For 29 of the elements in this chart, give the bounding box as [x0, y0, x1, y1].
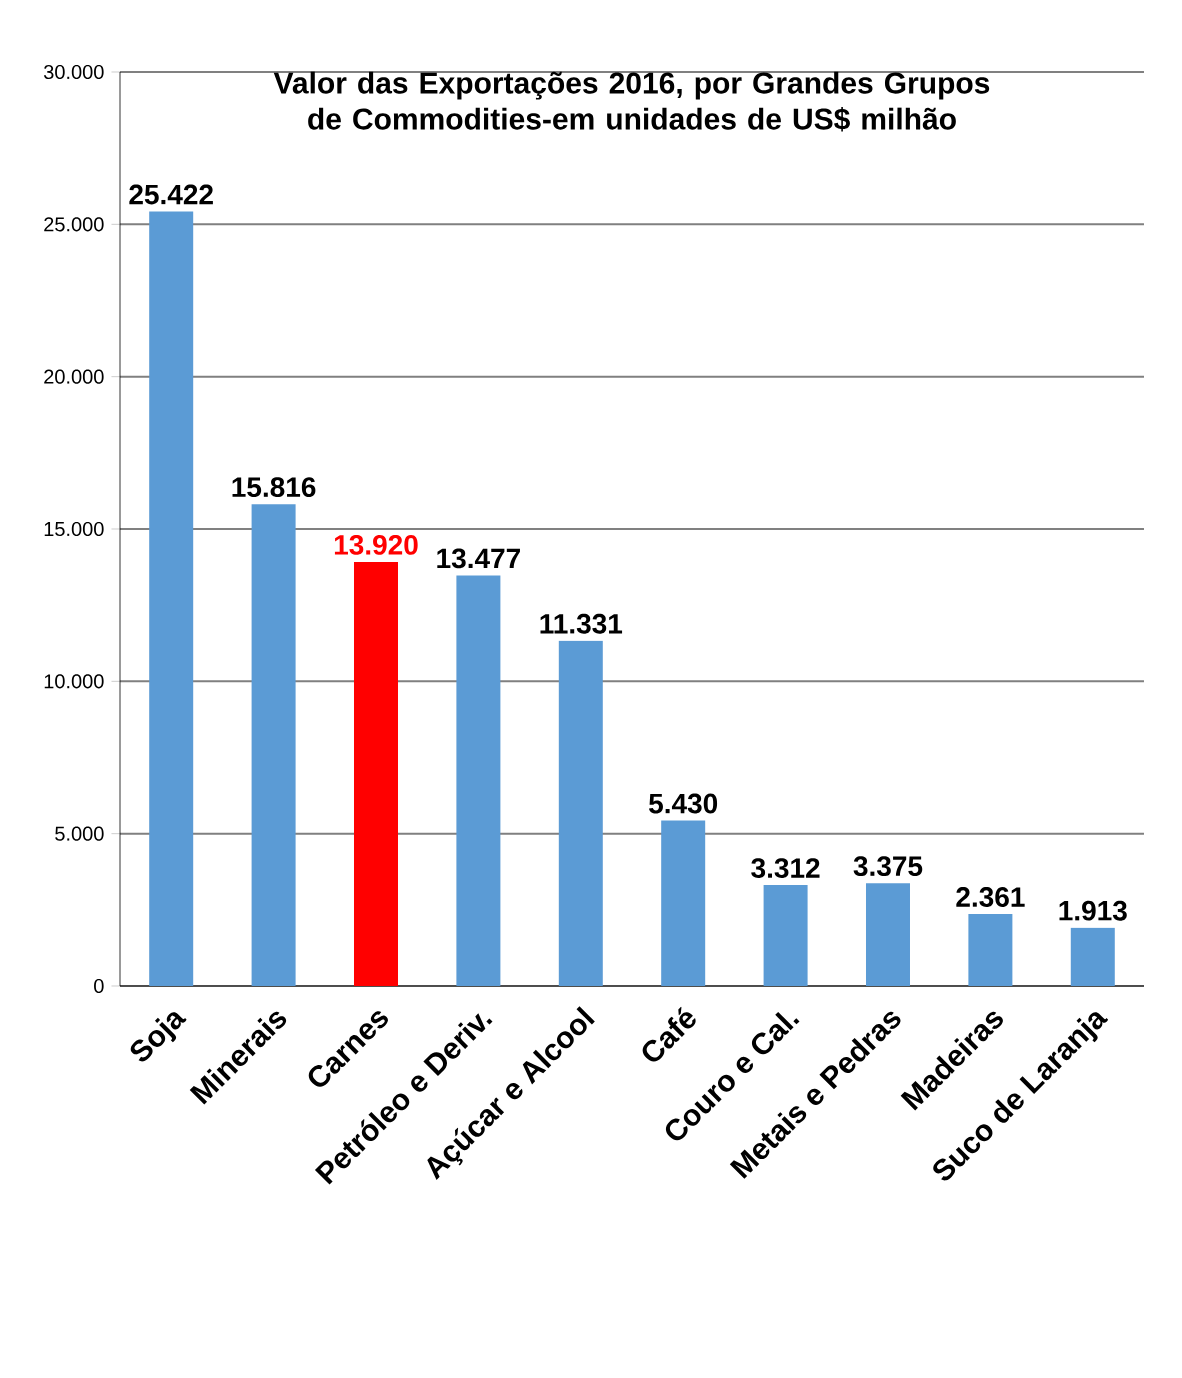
data-label: 25.422 [129, 184, 213, 205]
bar [763, 885, 808, 986]
bar [1070, 927, 1115, 986]
data-label: 3.375 [853, 856, 923, 877]
x-tick-label: Soja [130, 1012, 187, 1062]
y-tick-label: 10.000 [44, 674, 104, 689]
data-label: 15.816 [232, 477, 316, 498]
y-tick-label: 20.000 [44, 369, 104, 384]
bar [149, 211, 194, 986]
data-label: 11.331 [540, 613, 623, 634]
bar [251, 504, 296, 986]
bar [661, 820, 706, 986]
data-label: 13.477 [437, 548, 520, 569]
bar [865, 883, 910, 986]
bar [558, 640, 603, 986]
data-label: 13.920 [334, 534, 418, 555]
y-tick-label: 25.000 [44, 217, 104, 232]
bar [968, 914, 1013, 986]
data-label: 5.430 [649, 793, 718, 814]
y-tick-label: 5.000 [55, 826, 104, 841]
y-tick-label: 0 [94, 978, 104, 994]
y-tick-label: 15.000 [44, 521, 104, 537]
data-label: 1.913 [1059, 900, 1127, 921]
data-label: 3.312 [751, 858, 820, 879]
chart-title: Valor das Exportações 2016, por Grandes Grupos de Commodities-em unidades de US$ milhão [273, 71, 990, 132]
bar [456, 575, 501, 986]
y-tick-label: 30.000 [43, 64, 104, 80]
data-label: 2.361 [956, 887, 1025, 907]
bar [354, 561, 398, 986]
